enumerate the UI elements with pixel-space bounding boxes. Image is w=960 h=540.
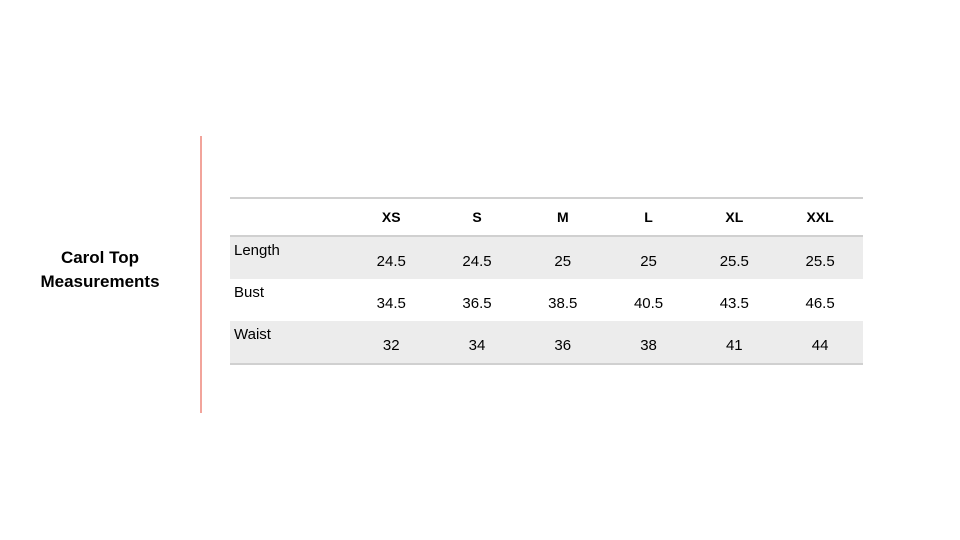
header-cell: XL [691,197,778,237]
table-row: Waist 32 34 36 38 41 44 [230,321,863,365]
table-cell: 25.5 [691,236,778,279]
table-cell: 46.5 [805,294,835,312]
table-cell: 25 [605,236,692,279]
table-cell: 43.5 [719,294,749,312]
vertical-divider [200,136,202,413]
table-cell: 40.5 [633,294,664,312]
table-cell: 38 [605,321,692,365]
table-cell: 44 [777,321,863,365]
header-row: XS S M L XL XXL [230,197,863,237]
header-cell: M [519,197,606,237]
table-cell: 25 [519,236,606,279]
row-label: Bust [234,284,265,301]
title-line: Carol Top [60,248,140,267]
table-cell: 36.5 [462,294,492,312]
size-chart-table: XS S M L XL XXL Length 24.5 24.5 25 25 25.5 25… [230,197,863,365]
table-row: Bust 34.5 36.5 38.5 40.5 43.5 46.5 [230,279,863,321]
table-cell: 34.5 [376,294,406,312]
row-label: Length [230,236,349,279]
title-line: Measurements [40,272,160,291]
row-label: Waist [230,321,349,365]
header-cell: XS [348,197,435,237]
table-cell: 32 [348,321,435,365]
slide-title: Carol Top Measurements [20,246,180,294]
table-row: Length 24.5 24.5 25 25 25.5 25.5 [230,236,863,279]
table-cell: 34 [434,321,520,365]
table-cell: 24.5 [434,236,520,279]
header-cell [230,197,349,237]
header-cell: L [605,197,692,237]
header-cell: XXL [777,197,863,237]
header-cell: S [434,197,520,237]
table-cell: 25.5 [777,236,863,279]
table-cell: 24.5 [348,236,435,279]
table-cell: 41 [691,321,778,365]
table-cell: 38.5 [548,294,578,312]
table-cell: 36 [519,321,606,365]
